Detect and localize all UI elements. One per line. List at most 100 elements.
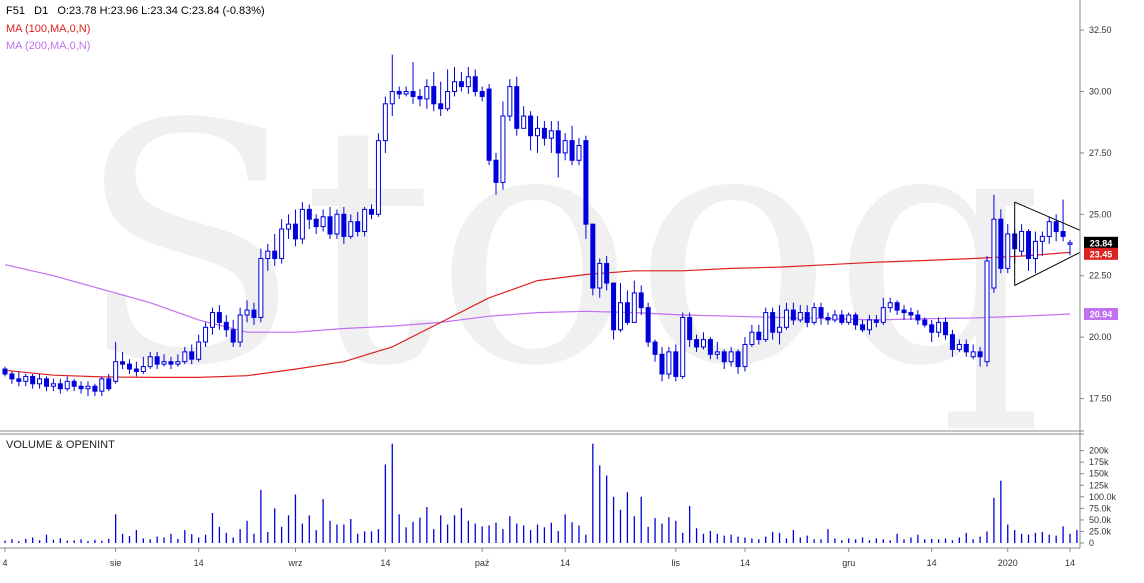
- candle-body-down: [154, 356, 160, 365]
- candle: [2, 366, 8, 377]
- candle-body-up: [880, 307, 886, 323]
- candle: [126, 359, 132, 374]
- candle-body-up: [507, 86, 513, 117]
- volume-tick-label: 0: [1089, 538, 1094, 548]
- candle: [265, 243, 271, 271]
- candle: [1067, 239, 1073, 256]
- candle-body-down: [30, 375, 36, 385]
- candle: [410, 62, 416, 104]
- candle-body-down: [43, 378, 49, 387]
- candle: [341, 206, 347, 244]
- candle-body-down: [417, 95, 423, 100]
- candle: [818, 302, 824, 325]
- candle: [106, 373, 112, 392]
- candle: [756, 324, 762, 345]
- candle: [37, 373, 43, 389]
- price-tick-label: 17.50: [1089, 394, 1112, 404]
- candle-body-up: [140, 366, 146, 373]
- volume-tick-label: 100.0k: [1089, 492, 1117, 502]
- candle: [244, 300, 250, 323]
- candle: [396, 86, 402, 99]
- candle-body-up: [265, 250, 271, 260]
- candle-body-down: [853, 314, 859, 326]
- candle-body-up: [1032, 240, 1038, 260]
- candle-body-down: [133, 368, 139, 373]
- candle-body-down: [825, 316, 831, 321]
- candle: [631, 280, 637, 323]
- candle: [161, 354, 167, 367]
- candle: [458, 71, 464, 92]
- candle: [770, 307, 776, 340]
- candle-body-down: [1053, 221, 1059, 233]
- candle-body-up: [548, 130, 554, 139]
- candle-body-down: [57, 383, 63, 390]
- candle: [853, 312, 859, 330]
- candle: [223, 315, 229, 338]
- candle-body-up: [113, 361, 119, 382]
- time-tick-label: 14: [380, 558, 390, 568]
- candle: [209, 307, 215, 335]
- candle: [57, 378, 63, 394]
- candle-body-down: [71, 380, 77, 387]
- candle: [230, 319, 236, 347]
- volume-tick-label: 125k: [1089, 480, 1109, 490]
- candle: [9, 371, 15, 384]
- price-badge-bg: [1084, 247, 1118, 260]
- candle-body-down: [611, 282, 617, 331]
- price-tick-label: 20.00: [1089, 332, 1112, 342]
- candle: [1046, 216, 1052, 244]
- candle-body-up: [389, 91, 395, 105]
- candle: [313, 214, 319, 234]
- candle: [486, 84, 492, 166]
- time-tick-label: 2020: [998, 558, 1018, 568]
- candle-body-down: [922, 319, 928, 326]
- candle: [1005, 224, 1011, 274]
- volume-tick-label: 25.0k: [1089, 526, 1112, 536]
- candle-body-down: [908, 312, 914, 316]
- candle: [604, 256, 610, 291]
- watermark: Stooq: [76, 54, 1043, 438]
- candle: [583, 135, 589, 239]
- time-tick-label: 14: [927, 558, 937, 568]
- candle: [348, 214, 354, 239]
- candle: [811, 302, 817, 325]
- candle-body-down: [555, 130, 561, 154]
- time-tick-label: lis: [672, 558, 681, 568]
- time-tick-label: 14: [740, 558, 750, 568]
- candle: [576, 138, 582, 166]
- candle: [783, 302, 789, 330]
- candle-body-down: [873, 319, 879, 323]
- candle-body-up: [797, 312, 803, 321]
- candle-body-up: [382, 103, 388, 142]
- ma100-line: [4, 251, 1071, 378]
- candle: [1019, 224, 1025, 257]
- candle: [272, 233, 278, 266]
- candle: [963, 339, 969, 357]
- candle: [196, 334, 202, 362]
- candle: [721, 349, 727, 370]
- candle: [873, 315, 879, 328]
- candle-body-down: [230, 329, 236, 343]
- candle-body-down: [687, 316, 693, 341]
- candle-body-down: [818, 307, 824, 318]
- candle: [514, 76, 520, 136]
- candle-body-down: [943, 321, 949, 336]
- candle: [417, 89, 423, 107]
- candle: [362, 206, 368, 237]
- candle: [742, 337, 748, 372]
- candle-body-down: [929, 324, 935, 333]
- candle: [790, 302, 796, 325]
- time-tick-label: 14: [194, 558, 204, 568]
- candle: [30, 373, 36, 389]
- candle: [320, 209, 326, 232]
- candle: [292, 209, 298, 247]
- candle-body-up: [991, 218, 997, 289]
- candle-body-down: [479, 91, 485, 97]
- ohlc-header: F51 D1 O:23.78 H:23.96 L:23.34 C:23.84 (…: [6, 5, 265, 17]
- volume-tick-label: 50.0k: [1089, 515, 1112, 525]
- candle-body-down: [493, 159, 499, 183]
- candle-body-down: [313, 218, 319, 228]
- candle-body-up: [956, 343, 962, 350]
- candle-body-down: [673, 351, 679, 377]
- candle: [92, 383, 98, 397]
